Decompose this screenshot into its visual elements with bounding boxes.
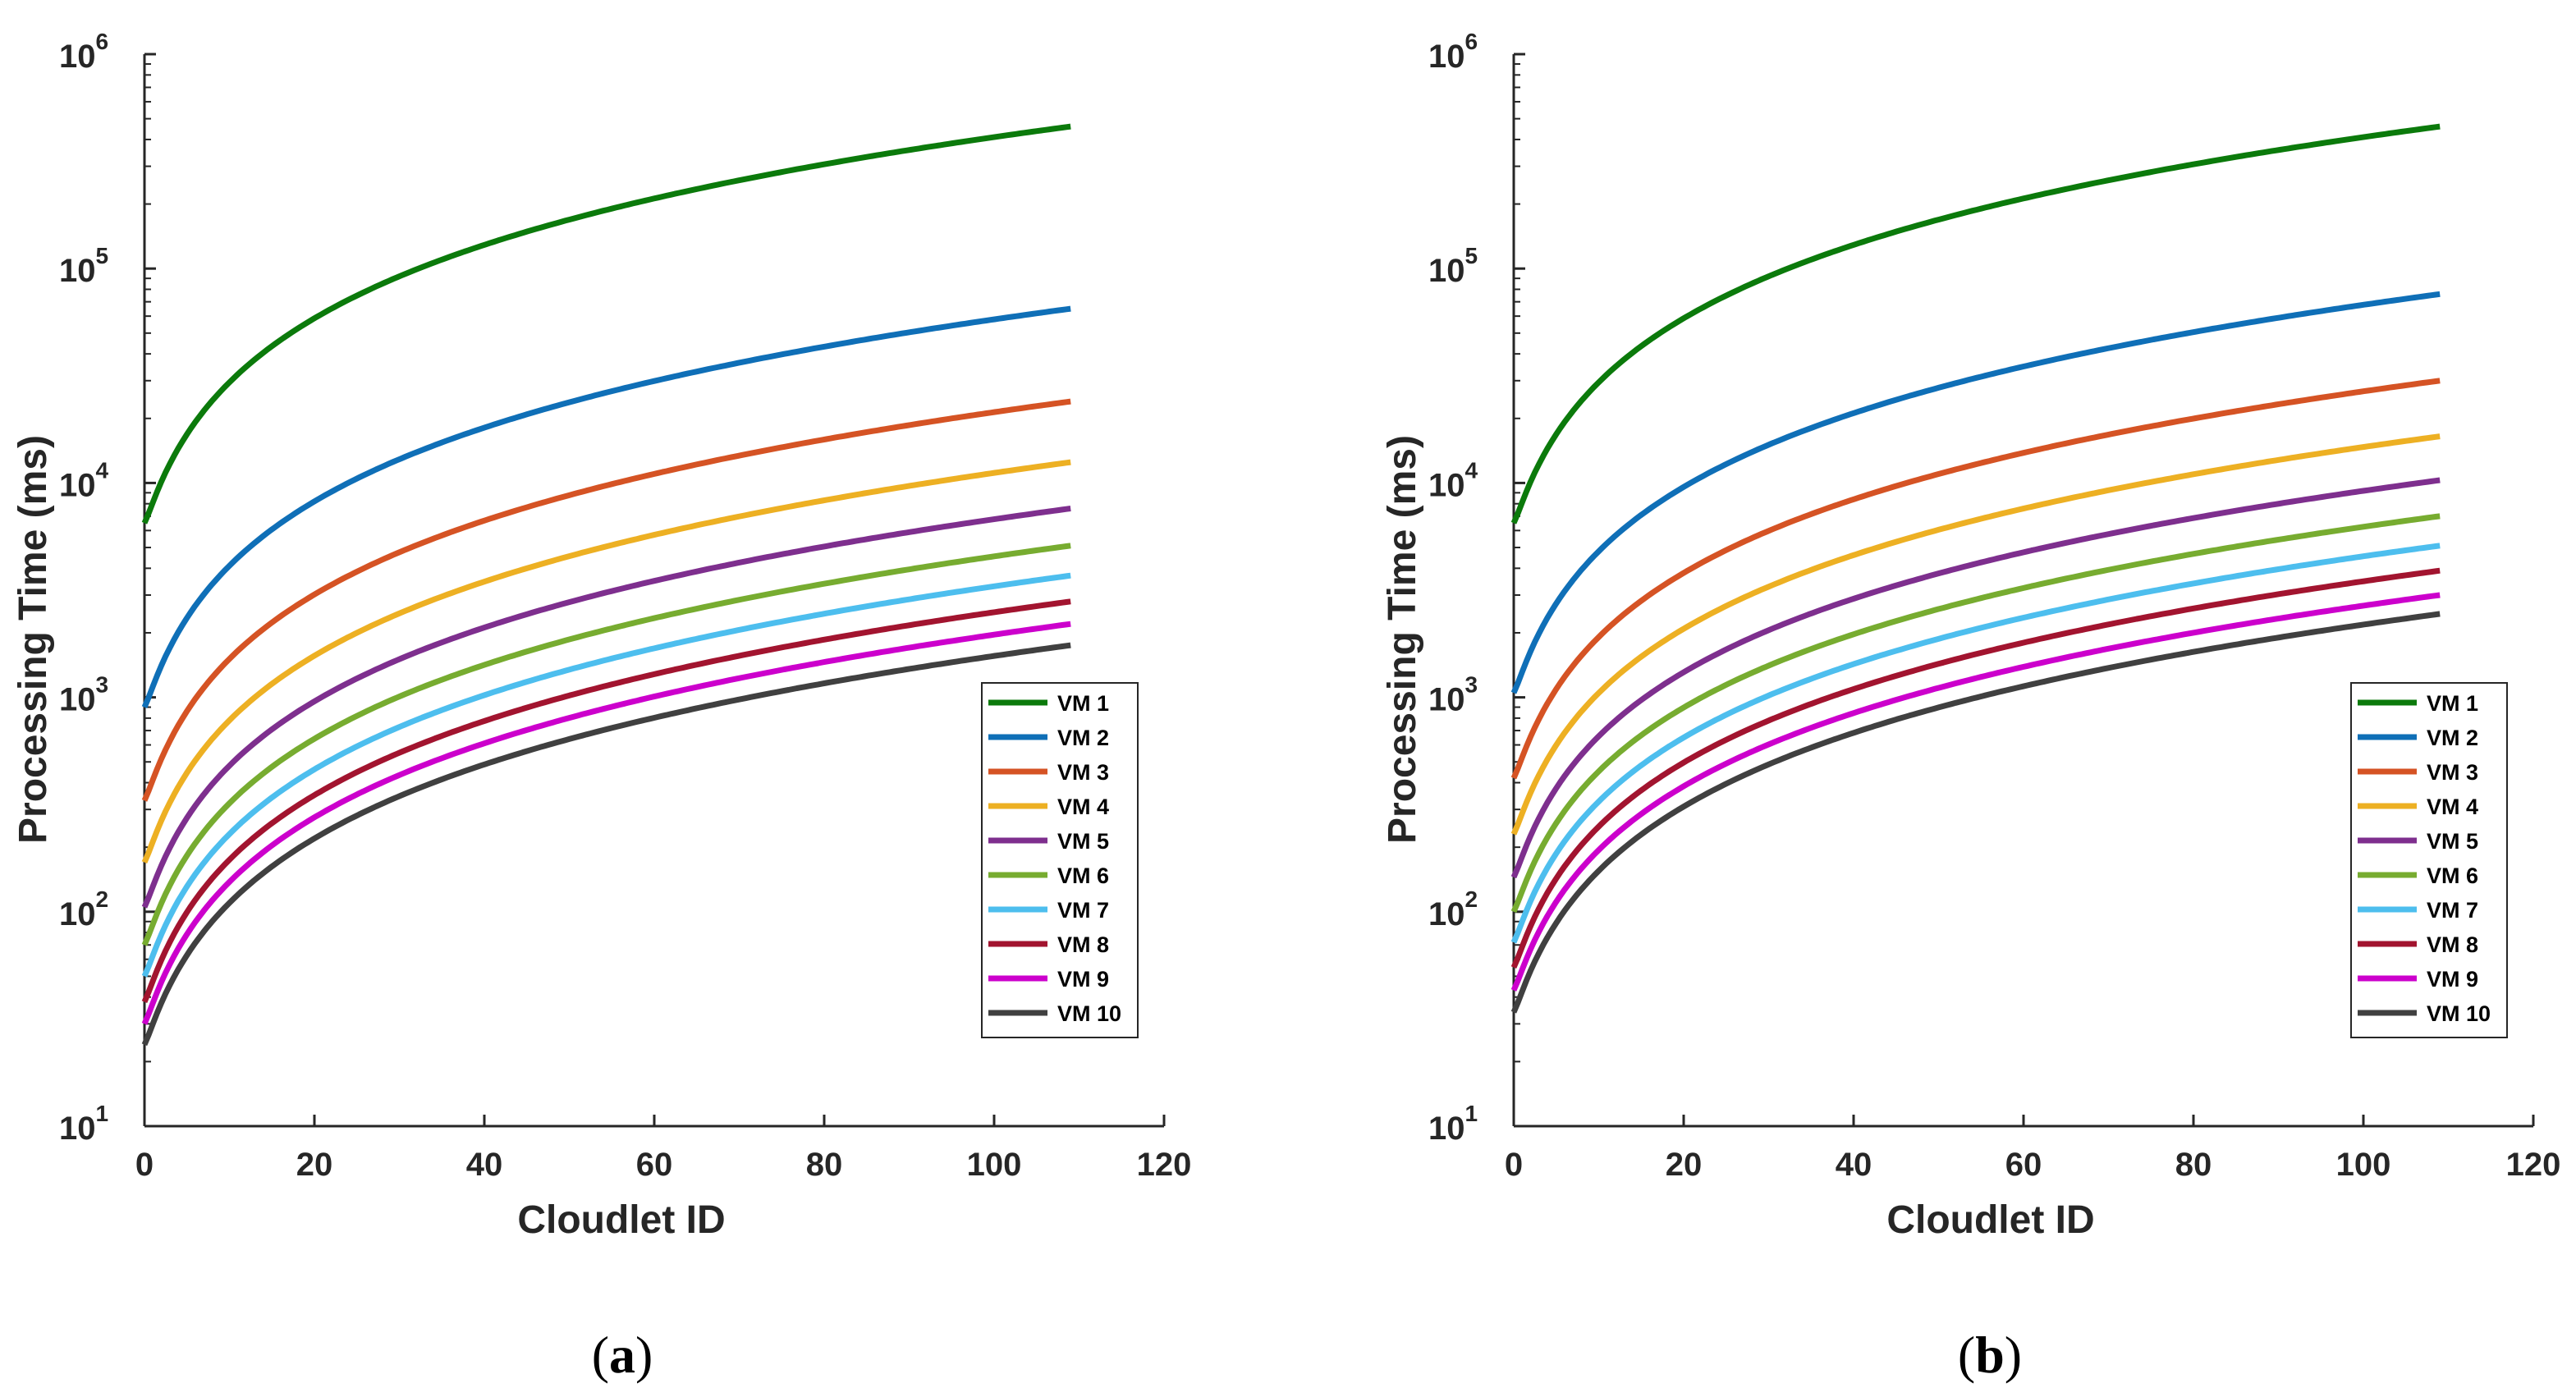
- series-line-vm-10: [141, 642, 1071, 1047]
- series-line-vm-9: [1510, 592, 2441, 992]
- series-line-vm-6: [1510, 513, 2441, 914]
- x-tick-label: 40: [466, 1147, 503, 1183]
- panel-caption: (a): [592, 1326, 653, 1384]
- y-tick-label: 106: [59, 29, 108, 75]
- series-line-vm-5: [141, 506, 1071, 909]
- series-line-vm-8: [141, 598, 1071, 1003]
- chart-panel-b: 0 20 40 60 80 100 120 101 102 103 104 105 106 Cloudle…: [1381, 29, 2560, 1384]
- x-tick-label: 60: [636, 1147, 673, 1183]
- series-line-vm-2: [1510, 291, 2441, 694]
- y-tick-label: 105: [1428, 243, 1478, 289]
- panel-caption: (b): [1958, 1326, 2022, 1384]
- legend-label: VM 6: [2427, 863, 2478, 888]
- series-line-vm-4: [1510, 433, 2441, 836]
- series-line-vm-5: [1510, 477, 2441, 879]
- x-axis-label: Cloudlet ID: [517, 1198, 725, 1242]
- series-line-vm-2: [141, 305, 1071, 708]
- x-tick-label: 20: [1666, 1147, 1703, 1183]
- series-line-vm-7: [141, 572, 1071, 978]
- x-tick-label: 100: [967, 1147, 1022, 1183]
- y-tick-label: 104: [1428, 457, 1478, 503]
- legend-label: VM 2: [2427, 726, 2478, 750]
- y-tick-label: 103: [1428, 672, 1478, 718]
- y-axis-label: Processing Time (ms): [11, 435, 55, 844]
- x-tick-label: 0: [135, 1147, 154, 1183]
- series-line-vm-7: [1510, 543, 2441, 944]
- legend-label: VM 8: [1057, 932, 1109, 957]
- series-line-vm-1: [1510, 123, 2441, 524]
- x-tick-label: 0: [1505, 1147, 1523, 1183]
- x-tick-label: 80: [806, 1147, 843, 1183]
- legend-label: VM 4: [1057, 795, 1109, 819]
- x-tick-label: 40: [1836, 1147, 1872, 1183]
- legend-label: VM 7: [2427, 898, 2478, 923]
- x-tick-label: 60: [2005, 1147, 2042, 1183]
- y-tick-label: 105: [59, 243, 108, 289]
- legend: VM 1 VM 2 VM 3 VM 4 VM 5 VM 6 VM 7 VM 8 VM 9 VM 1…: [981, 682, 1139, 1038]
- legend-label: VM 5: [2427, 829, 2478, 854]
- y-tick-label: 101: [1428, 1101, 1478, 1147]
- legend: VM 1 VM 2 VM 3 VM 4 VM 5 VM 6 VM 7 VM 8 VM 9 VM 1…: [2350, 682, 2508, 1038]
- series-line-vm-10: [1510, 611, 2441, 1014]
- legend-label: VM 5: [1057, 829, 1109, 854]
- legend-label: VM 10: [1057, 1001, 1121, 1026]
- y-tick-label: 103: [59, 672, 108, 718]
- y-tick-label: 101: [59, 1101, 108, 1147]
- legend-label: VM 3: [2427, 760, 2478, 785]
- y-tick-label: 102: [1428, 886, 1478, 932]
- x-tick-label: 120: [1137, 1147, 1192, 1183]
- legend-label: VM 7: [1057, 898, 1109, 923]
- y-axis-label: Processing Time (ms): [1381, 435, 1424, 844]
- legend-label: VM 4: [2427, 795, 2478, 819]
- legend-label: VM 6: [1057, 863, 1109, 888]
- legend-label: VM 8: [2427, 932, 2478, 957]
- y-tick-label: 104: [59, 457, 109, 503]
- series-line-vm-1: [141, 123, 1071, 524]
- legend-label: VM 2: [1057, 726, 1109, 750]
- legend-label: VM 3: [1057, 760, 1109, 785]
- y-tick-label: 106: [1428, 29, 1478, 75]
- x-tick-label: 80: [2175, 1147, 2212, 1183]
- legend-label: VM 9: [2427, 967, 2478, 992]
- legend-label: VM 1: [2427, 691, 2478, 716]
- x-axis-label: Cloudlet ID: [1886, 1198, 2094, 1242]
- series-line-vm-3: [141, 398, 1071, 802]
- legend-label: VM 10: [2427, 1001, 2491, 1026]
- x-tick-label: 20: [296, 1147, 333, 1183]
- series-line-vm-4: [141, 459, 1071, 863]
- chart-panel-a: 0 20 40 60 80 100 120 101 102 103 104 105 106 Cloudle…: [11, 29, 1191, 1384]
- legend-label: VM 9: [1057, 967, 1109, 992]
- x-tick-label: 100: [2336, 1147, 2391, 1183]
- series-line-vm-6: [141, 543, 1071, 946]
- series-line-vm-8: [1510, 567, 2441, 969]
- legend-label: VM 1: [1057, 691, 1109, 716]
- y-tick-label: 102: [59, 886, 108, 932]
- x-tick-label: 120: [2506, 1147, 2561, 1183]
- series-line-vm-9: [141, 621, 1071, 1025]
- series-line-vm-3: [1510, 378, 2441, 780]
